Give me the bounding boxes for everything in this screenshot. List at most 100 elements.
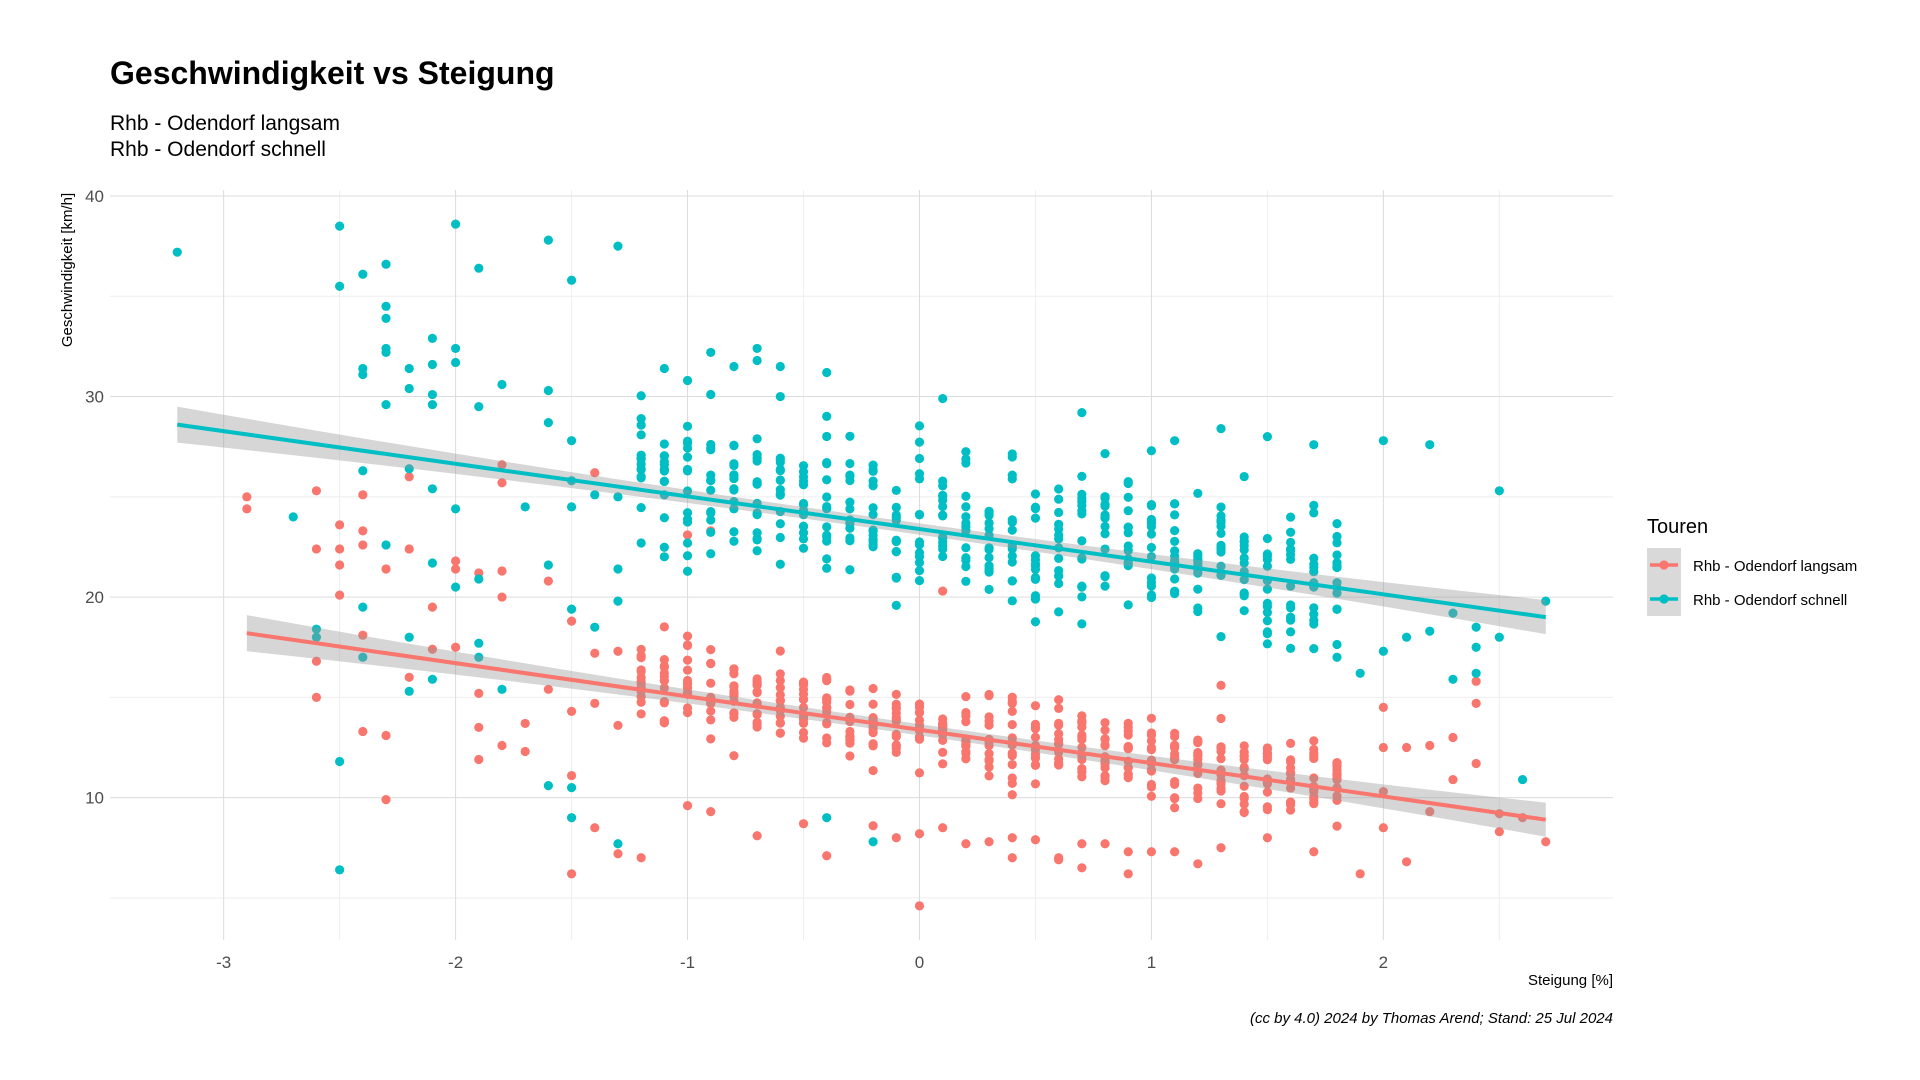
data-point: [1309, 773, 1319, 783]
data-point: [636, 652, 646, 663]
data-point: [1077, 839, 1087, 849]
data-point: [1100, 581, 1110, 591]
data-point: [1007, 833, 1017, 843]
data-point: [1077, 407, 1087, 418]
data-point: [659, 675, 669, 686]
data-point: [1262, 802, 1273, 812]
data-point: [1100, 725, 1110, 735]
data-point: [1309, 644, 1319, 654]
data-point: [1077, 509, 1087, 519]
data-point: [613, 839, 623, 849]
data-point: [1517, 774, 1528, 785]
data-point: [590, 648, 600, 658]
data-point: [752, 343, 762, 354]
data-point: [961, 447, 971, 457]
data-point: [590, 622, 600, 632]
chart-subtitle-line-2: Rhb - Odendorf schnell: [110, 138, 326, 161]
data-point: [613, 849, 623, 859]
data-point: [729, 527, 739, 537]
data-point: [706, 527, 716, 537]
data-point: [775, 646, 785, 656]
data-point: [1100, 529, 1110, 539]
data-point: [752, 674, 762, 684]
data-point: [1285, 537, 1296, 547]
data-point: [1030, 724, 1041, 734]
data-point: [1285, 797, 1296, 807]
data-point: [752, 722, 762, 732]
data-point: [474, 401, 484, 412]
data-point: [1054, 703, 1064, 713]
data-point: [914, 537, 925, 547]
data-point: [1146, 745, 1157, 755]
data-point: [706, 445, 716, 455]
data-point: [1378, 823, 1388, 833]
data-point: [427, 389, 438, 400]
data-point: [1262, 549, 1273, 559]
x-tick-label: 2: [1379, 953, 1388, 972]
data-point: [706, 644, 716, 655]
data-point: [1285, 757, 1296, 767]
data-point: [1239, 606, 1249, 616]
data-point: [938, 586, 948, 596]
data-point: [1077, 717, 1087, 727]
data-point: [1030, 504, 1041, 514]
data-point: [1007, 773, 1017, 783]
data-point: [636, 473, 646, 483]
data-point: [358, 726, 368, 737]
data-point: [891, 699, 901, 709]
data-point: [752, 434, 762, 444]
data-point: [914, 548, 925, 558]
data-point: [497, 379, 507, 390]
data-point: [682, 538, 693, 548]
data-point: [914, 510, 925, 520]
data-point: [1030, 779, 1041, 789]
data-point: [798, 702, 809, 713]
data-point: [1262, 561, 1273, 571]
data-point: [358, 490, 368, 500]
data-point: [752, 528, 762, 538]
data-point: [984, 561, 994, 571]
data-point: [1216, 540, 1226, 550]
data-point: [891, 600, 901, 611]
data-point: [1007, 557, 1017, 567]
plot-area: -3 -2 -1 0 1 2 10 20 30 40: [85, 187, 1613, 972]
data-point: [1285, 603, 1296, 613]
data-point: [543, 418, 553, 428]
data-point: [706, 807, 716, 817]
data-point: [1216, 786, 1226, 796]
data-point: [1448, 732, 1458, 743]
data-point: [427, 484, 438, 494]
data-point: [1216, 746, 1226, 757]
data-point: [891, 689, 901, 699]
data-point: [1239, 575, 1249, 585]
data-point: [798, 521, 809, 532]
data-point: [682, 703, 693, 713]
data-point: [1007, 748, 1017, 758]
data-point: [1309, 559, 1319, 569]
data-point: [729, 441, 739, 451]
data-point: [1170, 574, 1180, 584]
data-point: [891, 502, 901, 512]
data-point: [775, 361, 785, 372]
data-point: [775, 455, 785, 465]
data-point: [1030, 489, 1041, 499]
data-point: [520, 746, 530, 757]
data-point: [474, 722, 484, 733]
data-point: [752, 688, 762, 698]
data-point: [1309, 615, 1319, 625]
data-point: [938, 718, 948, 728]
data-point: [1309, 847, 1319, 857]
data-point: [1007, 525, 1017, 535]
data-point: [636, 454, 646, 464]
data-point: [1170, 536, 1180, 546]
data-point: [1030, 555, 1041, 565]
data-point: [1100, 734, 1110, 744]
data-point: [1007, 576, 1017, 586]
data-point: [1216, 713, 1226, 724]
data-point: [1170, 436, 1180, 446]
data-point: [1170, 499, 1180, 509]
data-point: [1100, 521, 1110, 532]
data-point: [1285, 549, 1296, 560]
data-point: [358, 526, 368, 536]
data-point: [1030, 760, 1041, 770]
